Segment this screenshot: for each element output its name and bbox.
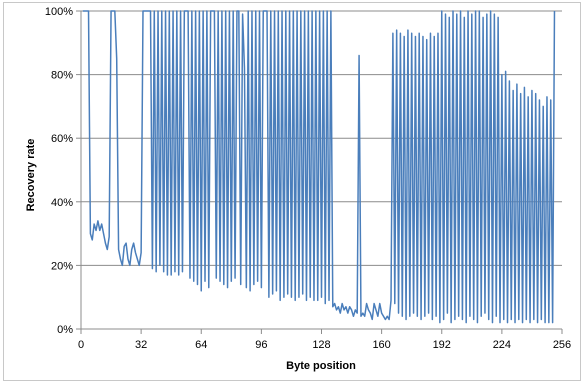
y-tick-label: 20% [51,260,73,272]
x-axis-title: Byte position [286,360,356,372]
series-lines [82,10,556,324]
chart-frame: 0% 20% 40% 60% 80% 100% 0 32 64 96 128 160 192 224 25… [3,2,581,381]
recovery-rate-line [82,10,556,324]
y-tick-label: 0% [57,324,73,336]
x-tick-label: 224 [493,339,511,351]
y-tick-label: 80% [51,70,73,82]
y-axis-title: Recovery rate [25,139,37,212]
x-tick-label: 96 [255,339,267,351]
x-tick-label: 256 [553,339,571,351]
x-tick-labels: 0 32 64 96 128 160 192 224 256 [78,339,571,351]
y-tick-label: 100% [45,6,73,18]
x-tick-label: 160 [372,339,390,351]
recovery-rate-chart: 0% 20% 40% 60% 80% 100% 0 32 64 96 128 160 192 224 25… [25,6,571,372]
x-tick-label: 64 [195,339,207,351]
x-tick-label: 32 [135,339,147,351]
axes [76,10,563,334]
y-tick-label: 60% [51,133,73,145]
x-tick-label: 128 [312,339,330,351]
y-tick-label: 40% [51,197,73,209]
x-tick-label: 192 [433,339,451,351]
y-tick-labels: 0% 20% 40% 60% 80% 100% [45,6,73,336]
x-tick-label: 0 [78,339,84,351]
